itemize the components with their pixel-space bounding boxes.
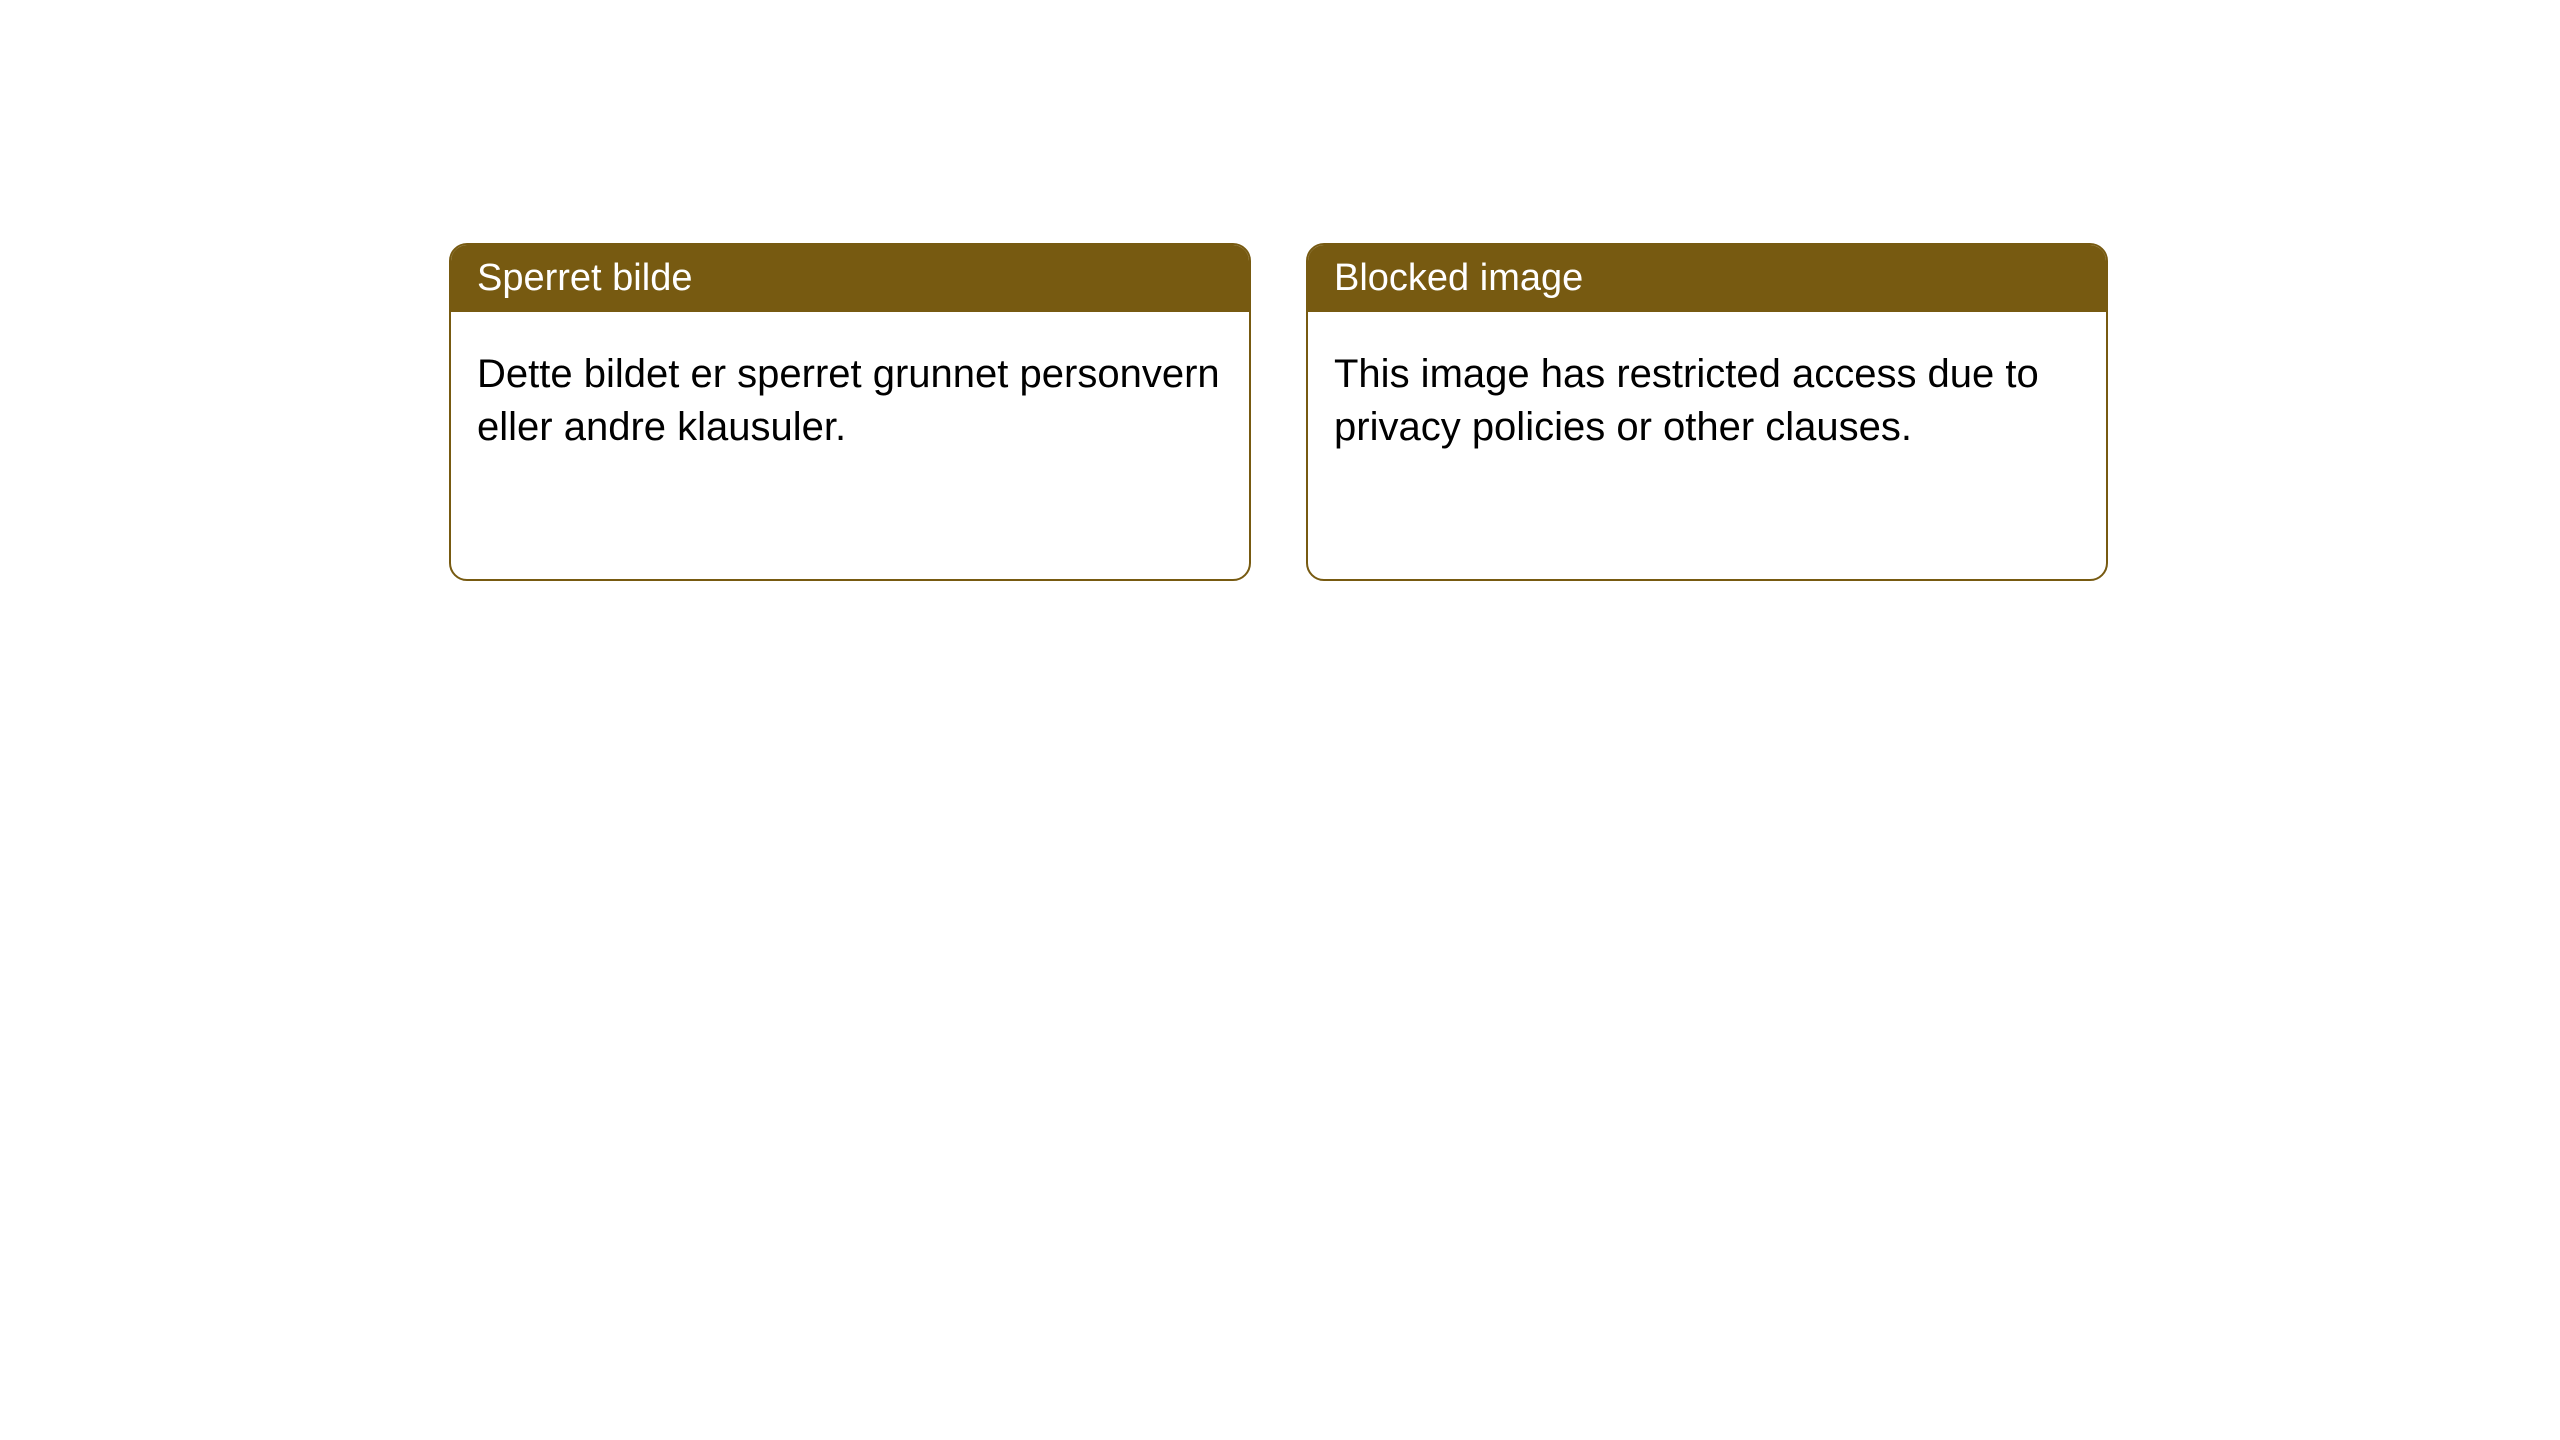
card-title: Sperret bilde	[477, 257, 692, 299]
card-title: Blocked image	[1334, 257, 1583, 299]
card-message: Dette bildet er sperret grunnet personve…	[477, 352, 1220, 449]
card-body: This image has restricted access due to …	[1308, 312, 2106, 490]
card-message: This image has restricted access due to …	[1334, 352, 2039, 449]
notice-card-norwegian: Sperret bilde Dette bildet er sperret gr…	[449, 243, 1251, 581]
card-body: Dette bildet er sperret grunnet personve…	[451, 312, 1249, 490]
notice-cards-container: Sperret bilde Dette bildet er sperret gr…	[449, 243, 2108, 581]
notice-card-english: Blocked image This image has restricted …	[1306, 243, 2108, 581]
card-header: Sperret bilde	[451, 245, 1249, 312]
card-header: Blocked image	[1308, 245, 2106, 312]
